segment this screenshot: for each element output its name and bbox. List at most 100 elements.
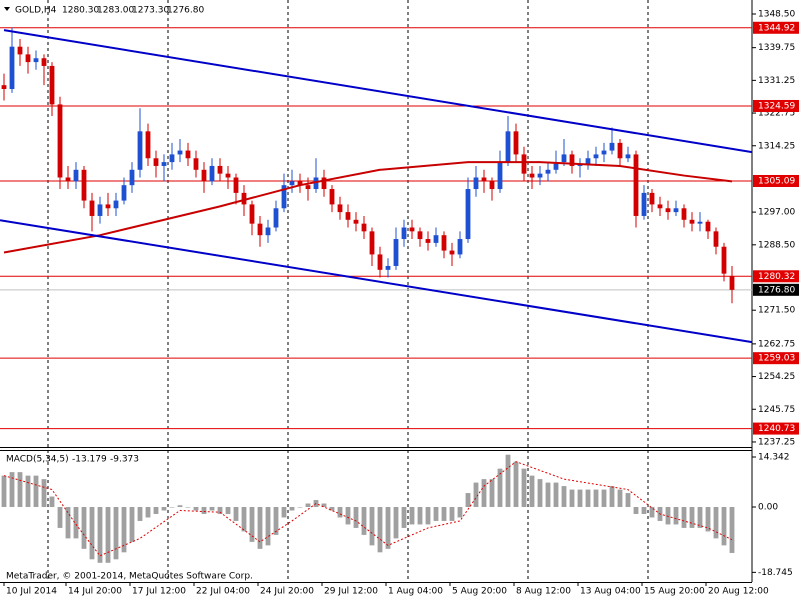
macd-signal bbox=[3, 461, 733, 557]
y-tick-label: 1322.75 bbox=[758, 109, 795, 119]
candle-body bbox=[169, 154, 175, 163]
macd-bar bbox=[305, 503, 311, 508]
macd-bar bbox=[401, 507, 407, 528]
candle-body bbox=[641, 192, 647, 216]
macd-bar bbox=[561, 486, 567, 508]
candle-body bbox=[489, 181, 495, 190]
macd-bar bbox=[329, 507, 335, 511]
copyright: MetaTrader, © 2001-2014, MetaQuotes Soft… bbox=[6, 572, 253, 582]
macd-bar bbox=[377, 507, 383, 553]
x-tick-label: 1 Aug 04:00 bbox=[388, 587, 443, 597]
candle-body bbox=[49, 65, 55, 105]
y-tick-label: 1339.75 bbox=[758, 43, 795, 53]
macd-bar bbox=[497, 468, 503, 508]
macd-bar bbox=[689, 507, 695, 528]
candle-body bbox=[401, 227, 407, 240]
quote-value: 1276.80 bbox=[167, 6, 204, 16]
macd-bar bbox=[321, 503, 327, 508]
macd-bar bbox=[369, 507, 375, 546]
macd-bar bbox=[441, 507, 447, 521]
level-label-box bbox=[753, 99, 799, 112]
indicator-value: -9.373 bbox=[110, 455, 139, 465]
macd-bar bbox=[169, 507, 175, 508]
candle-body bbox=[481, 177, 487, 182]
candle-body bbox=[9, 46, 15, 90]
macd-bar bbox=[489, 479, 495, 508]
macd-bar bbox=[121, 507, 127, 553]
x-tick-label: 5 Aug 20:00 bbox=[452, 587, 507, 597]
candle-body bbox=[409, 227, 415, 232]
candle-body bbox=[561, 154, 567, 163]
candle-body bbox=[41, 58, 47, 66]
macd-bar bbox=[361, 507, 367, 535]
macd-bar bbox=[409, 507, 415, 525]
macd-bar bbox=[697, 507, 703, 528]
macd-bar bbox=[161, 507, 167, 511]
y-tick-label: 1297.00 bbox=[758, 208, 795, 218]
level-label: 1344.92 bbox=[758, 23, 795, 33]
x-tick-label: 22 Jul 04:00 bbox=[196, 587, 250, 597]
candle-body bbox=[65, 177, 71, 182]
candle-body bbox=[553, 162, 559, 170]
macd-bar bbox=[193, 507, 199, 511]
candle-body bbox=[593, 154, 599, 159]
candle-body bbox=[321, 177, 327, 190]
macd-y-tick-label: 14.342 bbox=[758, 453, 790, 463]
candle-body bbox=[153, 158, 159, 166]
macd-bar bbox=[281, 507, 287, 518]
macd-bar bbox=[481, 479, 487, 508]
candle-body bbox=[265, 227, 271, 236]
candle-body bbox=[129, 169, 135, 186]
menu-triangle bbox=[4, 7, 10, 11]
macd-bar bbox=[705, 507, 711, 532]
macd-bar bbox=[385, 507, 391, 549]
y-tick-label: 1348.50 bbox=[758, 10, 795, 20]
level-label: 1324.59 bbox=[758, 101, 795, 111]
candle-body bbox=[569, 154, 575, 166]
macd-bar bbox=[449, 507, 455, 521]
symbol: GOLD,H4 bbox=[15, 6, 57, 16]
quote-value: 1273.30 bbox=[132, 6, 169, 16]
macd-bar bbox=[353, 507, 359, 528]
macd-bar bbox=[113, 507, 119, 560]
macd-bar bbox=[625, 493, 631, 508]
candle-body bbox=[137, 131, 143, 170]
level-label: 1280.32 bbox=[758, 272, 795, 282]
candle-body bbox=[17, 46, 23, 55]
candle-body bbox=[73, 169, 79, 182]
macd-bar bbox=[345, 507, 351, 525]
macd-bar bbox=[241, 507, 247, 532]
macd-bar bbox=[201, 507, 207, 514]
candle-body bbox=[681, 208, 687, 220]
x-tick-label: 13 Aug 04:00 bbox=[580, 587, 641, 597]
candle-body bbox=[57, 104, 63, 178]
macd-bar bbox=[721, 507, 727, 546]
macd-bar bbox=[681, 507, 687, 528]
indicator-value: -13.179 bbox=[72, 455, 107, 465]
macd-bar bbox=[585, 489, 591, 508]
macd-bar bbox=[297, 507, 303, 508]
candle-body bbox=[665, 208, 671, 213]
candle-body bbox=[649, 192, 655, 205]
trend-line bbox=[0, 219, 753, 344]
level-label: 1259.03 bbox=[758, 354, 795, 364]
x-tick-label: 17 Jul 12:00 bbox=[132, 587, 186, 597]
macd-bar bbox=[457, 507, 463, 518]
macd-bar bbox=[257, 507, 263, 549]
macd-bar bbox=[185, 507, 191, 508]
level-label: 1240.73 bbox=[758, 424, 795, 434]
level-label-box bbox=[753, 422, 799, 435]
candle-body bbox=[225, 173, 231, 178]
candle-body bbox=[729, 276, 735, 290]
macd-bar bbox=[617, 489, 623, 508]
x-tick-label: 10 Jul 2014 bbox=[6, 587, 57, 597]
y-tick-label: 1271.50 bbox=[758, 306, 795, 316]
candle-body bbox=[329, 189, 335, 205]
macd-bar bbox=[33, 475, 39, 508]
candle-body bbox=[713, 231, 719, 247]
macd-bar bbox=[25, 475, 31, 508]
candle-body bbox=[313, 177, 319, 190]
